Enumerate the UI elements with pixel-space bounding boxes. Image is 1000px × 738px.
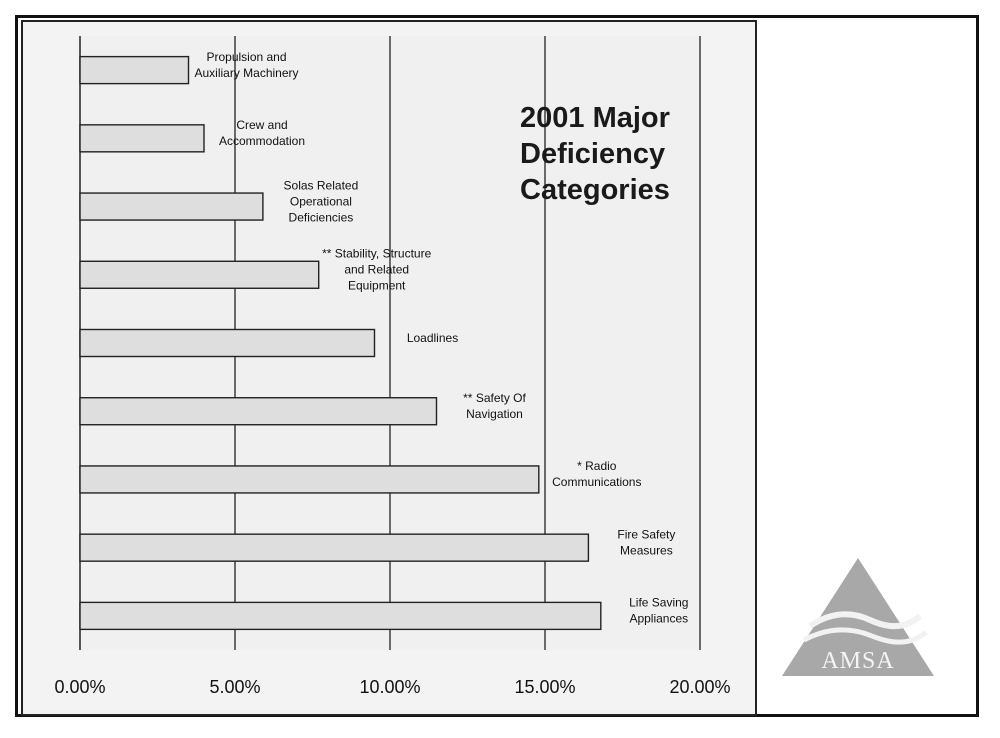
wave-icon: [802, 627, 928, 645]
category-label-line: and Related: [344, 263, 409, 277]
amsa-logo: AMSA: [782, 558, 934, 676]
bar: [79, 601, 602, 631]
category-label-line: * Radio: [577, 459, 617, 473]
bar: [79, 124, 205, 153]
category-label: ** Safety Of Navigation: [463, 391, 526, 421]
wave-icon: [808, 611, 923, 629]
category-label-line: Operational: [290, 194, 352, 208]
category-label-line: Equipment: [348, 279, 406, 293]
bar: [79, 533, 590, 562]
category-label: Solas Related Operational Deficiencies: [284, 178, 359, 224]
category-label-line: Loadlines: [407, 331, 458, 345]
category-label-line: Appliances: [629, 612, 688, 626]
category-label: ** Stability, Structure and Related Equipm…: [322, 247, 431, 293]
bars: [79, 55, 602, 631]
bar: [79, 397, 438, 426]
category-label: Crew and Accommodation: [219, 118, 305, 148]
category-label-line: Fire Safety: [617, 527, 675, 541]
category-label-line: Measures: [620, 543, 673, 557]
x-tick-label: 5.00%: [209, 677, 260, 697]
bar: [79, 260, 320, 289]
category-label: Fire Safety Measures: [617, 527, 675, 557]
x-tick-label: 10.00%: [359, 677, 420, 697]
category-label-line: Solas Related: [284, 178, 359, 192]
logo-text: AMSA: [821, 648, 894, 674]
category-label-line: Deficiencies: [289, 210, 354, 224]
bar: [79, 55, 190, 85]
category-label: * Radio Communications: [552, 459, 641, 489]
bar: [79, 465, 540, 494]
category-label: Propulsion and Auxiliary Machinery: [194, 50, 298, 80]
category-label-line: Communications: [552, 475, 641, 489]
x-axis-ticks: 0.00% 5.00% 10.00% 15.00% 20.00%: [54, 677, 730, 697]
category-label-line: Crew and: [236, 118, 287, 132]
category-label-line: Life Saving: [629, 596, 688, 610]
x-tick-label: 0.00%: [54, 677, 105, 697]
bar: [79, 328, 376, 358]
x-tick-label: 20.00%: [669, 677, 730, 697]
category-label-line: ** Safety Of: [463, 391, 526, 405]
category-label-line: Navigation: [466, 407, 523, 421]
bar: [79, 192, 264, 221]
category-label: Life Saving Appliances: [629, 596, 688, 626]
category-label-line: Accommodation: [219, 134, 305, 148]
chart-title: 2001 Major Deficiency Categories: [520, 102, 670, 206]
x-tick-label: 15.00%: [514, 677, 575, 697]
category-label: Loadlines: [407, 331, 458, 345]
category-label-line: Auxiliary Machinery: [194, 66, 298, 80]
category-labels: Propulsion and Auxiliary Machinery Crew an…: [194, 50, 688, 626]
category-label-line: Propulsion and: [206, 50, 286, 64]
category-label-line: ** Stability, Structure: [322, 247, 431, 261]
